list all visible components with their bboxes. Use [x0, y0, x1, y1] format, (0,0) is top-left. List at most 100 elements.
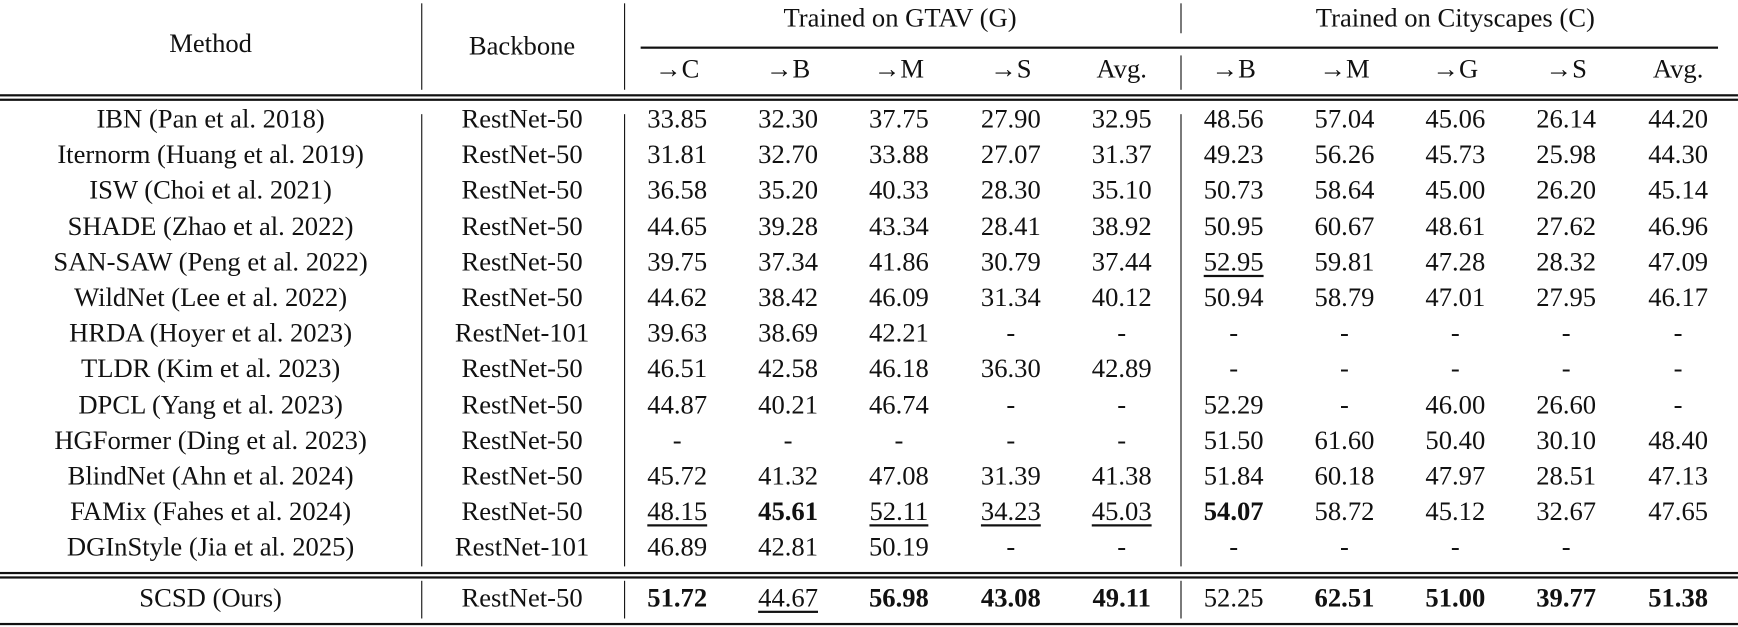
method-cell: SAN-SAW (Peng et al. 2022): [53, 248, 368, 277]
value-cell: 60.67: [1314, 212, 1375, 242]
value-cell: 36.30: [980, 355, 1041, 384]
value-cell: -: [1450, 319, 1460, 349]
value-cell: 50.95: [1203, 212, 1264, 242]
backbone-cell: RestNet-101: [454, 319, 590, 349]
value-cell: 42.81: [758, 533, 818, 563]
value-cell: 26.20: [1536, 176, 1597, 206]
value-cell: 31.34: [980, 283, 1041, 313]
value-cell: 51.38: [1648, 584, 1709, 613]
value-cell: 35.10: [1091, 176, 1152, 206]
value-cell: 27.62: [1536, 212, 1597, 242]
value-cell: 31.37: [1091, 140, 1152, 170]
divider: [1180, 55, 1182, 90]
value-cell: 45.14: [1648, 176, 1709, 206]
method-cell: DGInStyle (Jia et al. 2025): [66, 533, 355, 563]
value-cell: 32.30: [758, 105, 818, 135]
value-cell: 58.72: [1314, 497, 1375, 527]
value-cell: -: [1229, 533, 1239, 563]
value-cell: 43.08: [980, 584, 1041, 613]
group-rule: [640, 46, 1719, 49]
value-cell: -: [1006, 426, 1016, 456]
value-cell: 51.50: [1203, 426, 1264, 456]
value-cell: 38.42: [758, 283, 818, 313]
value-cell: -: [1561, 319, 1571, 349]
value-cell: 33.88: [868, 140, 929, 170]
divider: [421, 3, 423, 90]
value-cell: 52.25: [1203, 584, 1264, 613]
value-cell: 34.23: [980, 497, 1041, 527]
backbone-cell: RestNet-50: [461, 212, 583, 242]
value-cell: 40.33: [868, 176, 929, 206]
value-cell: -: [1340, 533, 1349, 563]
value-cell: 41.38: [1091, 462, 1152, 492]
value-cell: 28.51: [1536, 462, 1597, 492]
value-cell: 37.75: [868, 105, 929, 135]
value-cell: 32.70: [758, 140, 818, 170]
header-group-gtav: Trained on GTAV (G): [783, 4, 1017, 34]
value-cell: 48.40: [1648, 426, 1709, 456]
value-cell: 56.26: [1314, 140, 1375, 170]
method-cell: Iternorm (Huang et al. 2019): [57, 140, 364, 170]
value-cell: -: [1006, 533, 1016, 563]
value-cell: 44.65: [647, 212, 708, 242]
value-cell: 51.72: [647, 584, 708, 613]
value-cell: 30.79: [980, 248, 1041, 277]
method-cell: FAMix (Fahes et al. 2024): [70, 497, 352, 527]
value-cell: 39.77: [1536, 584, 1597, 613]
value-cell: 44.62: [647, 283, 708, 313]
value-cell: 50.73: [1203, 176, 1264, 206]
backbone-cell: RestNet-50: [461, 140, 583, 170]
backbone-cell: RestNet-50: [461, 105, 583, 135]
value-cell: 47.09: [1648, 248, 1709, 277]
value-cell: 48.61: [1425, 212, 1486, 242]
method-cell: BlindNet (Ahn et al. 2024): [67, 462, 354, 492]
bottom-rule: [0, 622, 1738, 626]
value-cell: -: [1673, 355, 1683, 384]
value-cell: -: [1340, 319, 1349, 349]
method-cell: IBN (Pan et al. 2018): [96, 105, 325, 135]
value-cell: 46.51: [647, 355, 708, 384]
value-cell: -: [1450, 355, 1460, 384]
value-cell: 47.65: [1648, 497, 1709, 527]
value-cell: 37.34: [758, 248, 818, 277]
value-cell: 61.60: [1314, 426, 1375, 456]
value-cell: -: [1673, 319, 1683, 349]
value-cell: 46.17: [1648, 283, 1709, 313]
value-cell: 54.07: [1203, 497, 1264, 527]
value-cell: -: [1229, 355, 1239, 384]
value-cell: 42.21: [868, 319, 929, 349]
value-cell: 37.44: [1091, 248, 1152, 277]
method-cell: HRDA (Hoyer et al. 2023): [69, 319, 353, 349]
value-cell: 41.32: [758, 462, 818, 492]
value-cell: 47.13: [1648, 462, 1709, 492]
value-cell: 46.96: [1648, 212, 1709, 242]
divider: [421, 114, 423, 567]
header-backbone: Backbone: [468, 32, 576, 61]
value-cell: 50.19: [868, 533, 929, 563]
value-cell: 39.28: [758, 212, 818, 242]
value-cell: -: [1340, 355, 1349, 384]
value-cell: 27.90: [980, 105, 1041, 135]
backbone-cell: RestNet-50: [461, 355, 583, 384]
value-cell: -: [1561, 533, 1571, 563]
divider: [421, 580, 423, 619]
value-cell: 52.11: [869, 497, 929, 527]
value-cell: 49.11: [1092, 584, 1151, 613]
value-cell: 45.73: [1425, 140, 1486, 170]
method-cell: SHADE (Zhao et al. 2022): [67, 212, 354, 242]
value-cell: 27.07: [980, 140, 1041, 170]
value-cell: 50.40: [1425, 426, 1486, 456]
value-cell: 44.30: [1648, 140, 1709, 170]
value-cell: 31.81: [647, 140, 708, 170]
value-cell: 39.63: [647, 319, 708, 349]
value-cell: -: [672, 426, 682, 456]
value-cell: 48.56: [1203, 105, 1264, 135]
value-cell: -: [1340, 390, 1349, 420]
value-cell: 45.72: [647, 462, 708, 492]
value-cell: 60.18: [1314, 462, 1375, 492]
value-cell: 44.67: [758, 584, 818, 613]
ours-double-rule-top: [0, 571, 1738, 575]
value-cell: -: [894, 426, 904, 456]
value-cell: 62.51: [1314, 584, 1375, 613]
